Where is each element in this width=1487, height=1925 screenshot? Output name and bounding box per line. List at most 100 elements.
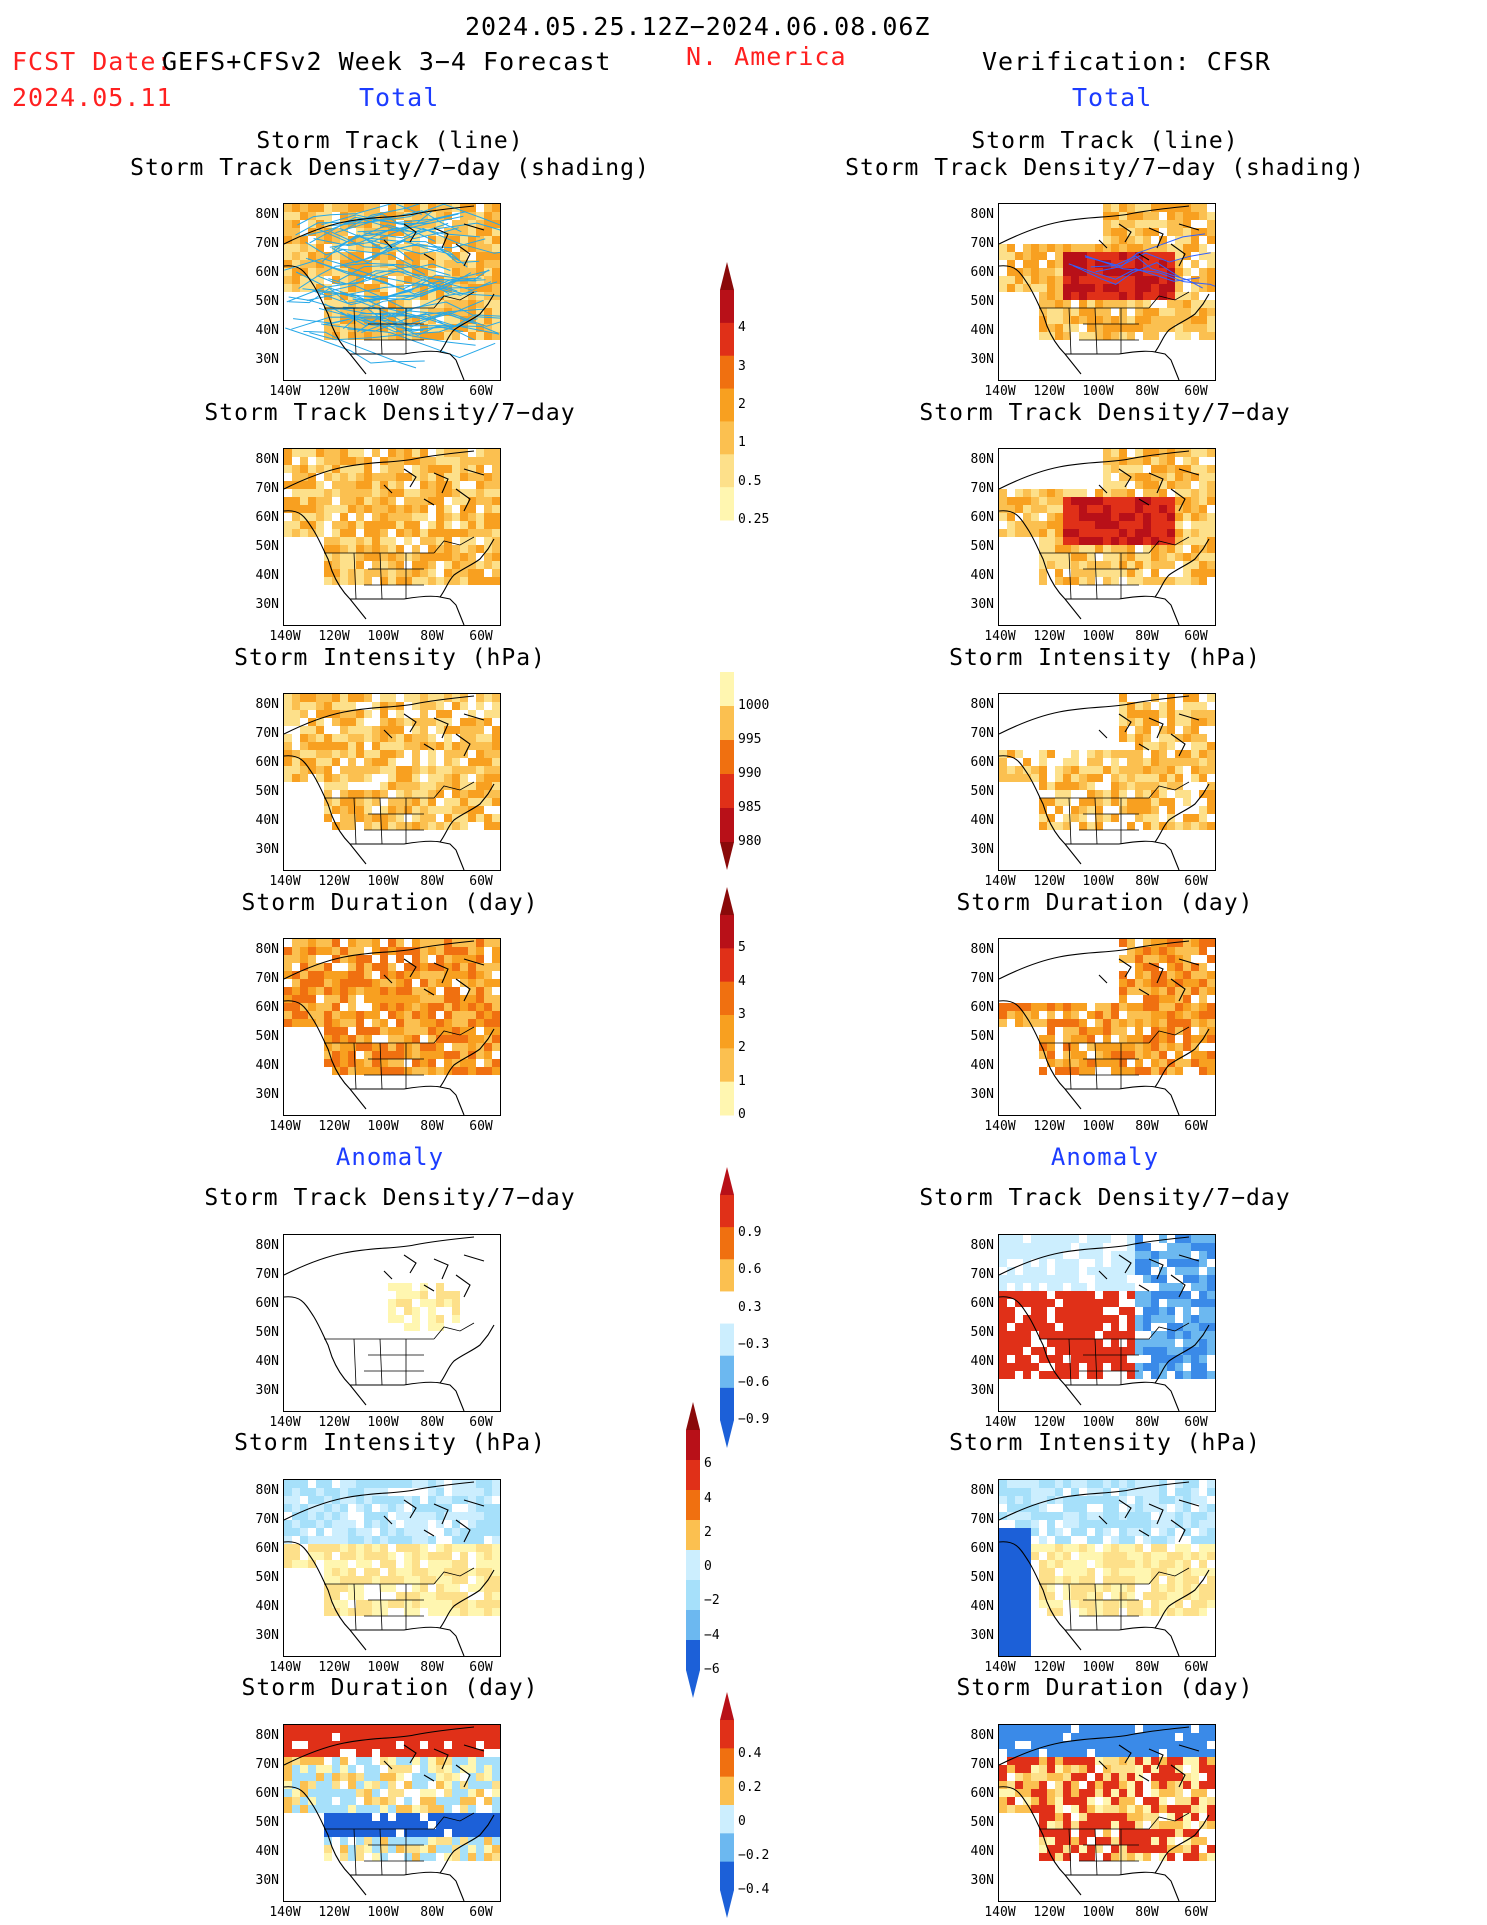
shade-cell: [332, 1043, 340, 1051]
shade-cell: [1111, 1797, 1119, 1805]
shade-cell: [1111, 1773, 1119, 1781]
shade-cell: [436, 236, 444, 244]
shade-cell: [292, 513, 300, 521]
shade-cell: [1143, 300, 1151, 308]
shade-cell: [1151, 1757, 1159, 1765]
shade-cell: [444, 1757, 452, 1765]
shade-cell: [1183, 1805, 1191, 1813]
shade-cell: [324, 1488, 332, 1496]
storm-track-line: [313, 215, 464, 247]
coastline: [999, 695, 1210, 870]
shade-cell: [1111, 553, 1119, 561]
shade-cell: [1191, 1741, 1199, 1749]
shade-cell: [332, 1027, 340, 1035]
shade-cell: [1055, 1837, 1063, 1845]
shade-cell: [460, 939, 468, 947]
shade-cell: [380, 1496, 388, 1504]
shade-cell: [1047, 1749, 1055, 1757]
shade-cell: [396, 260, 404, 268]
shade-cell: [1119, 1805, 1127, 1813]
shade-cell: [1079, 1035, 1087, 1043]
shade-cell: [412, 545, 420, 553]
shade-cell: [444, 1592, 452, 1600]
shade-cell: [1071, 1757, 1079, 1765]
shade-cell: [1175, 1259, 1183, 1267]
shade-cell: [316, 1528, 324, 1536]
shade-cell: [1119, 1797, 1127, 1805]
shade-cell: [1127, 537, 1135, 545]
shade-cell: [436, 1560, 444, 1568]
shade-cell: [1039, 1829, 1047, 1837]
shade-cell: [1207, 529, 1215, 537]
shade-cell: [284, 260, 292, 268]
shade-cell: [1031, 1733, 1039, 1741]
shade-cell: [492, 822, 500, 830]
shade-cell: [1023, 1019, 1031, 1027]
shade-cell: [476, 1733, 484, 1741]
shade-cell: [1087, 1552, 1095, 1560]
shade-cell: [324, 1496, 332, 1504]
shade-cell: [1199, 1741, 1207, 1749]
shade-cell: [1143, 766, 1151, 774]
shade-cell: [420, 473, 428, 481]
shade-cell: [1191, 1773, 1199, 1781]
shade-cell: [1167, 300, 1175, 308]
shade-cell: [364, 1781, 372, 1789]
shade-cell: [388, 300, 396, 308]
shade-cell: [1199, 332, 1207, 340]
shade-cell: [1135, 268, 1143, 276]
shade-cell: [1047, 553, 1055, 561]
shade-cell: [1159, 497, 1167, 505]
shade-cell: [1095, 1733, 1103, 1741]
shade-cell: [364, 1837, 372, 1845]
colorbar-arrow: [720, 887, 734, 915]
shade-cell: [476, 228, 484, 236]
shade-cell: [404, 1821, 412, 1829]
shade-cell: [484, 718, 492, 726]
shade-cell: [1167, 955, 1175, 963]
shade-cell: [1143, 1813, 1151, 1821]
colorbar-tick-label: 990: [738, 766, 762, 781]
shade-cell: [1071, 529, 1079, 537]
shade-cell: [340, 1725, 348, 1733]
shade-cell: [404, 1781, 412, 1789]
shade-cell: [348, 814, 356, 822]
shade-cell: [1031, 252, 1039, 260]
shade-cell: [484, 497, 492, 505]
shade-cell: [292, 1797, 300, 1805]
shade-cell: [1039, 1480, 1047, 1488]
shade-cell: [1031, 513, 1039, 521]
lat-label: 70N: [970, 1267, 994, 1282]
shade-cell: [428, 1003, 436, 1011]
shade-cell: [388, 1059, 396, 1067]
shade-cell: [1063, 1331, 1071, 1339]
shade-cell: [396, 577, 404, 585]
shade-cell: [1007, 1797, 1015, 1805]
shade-cell: [1143, 774, 1151, 782]
shade-cell: [1143, 324, 1151, 332]
shade-cell: [284, 497, 292, 505]
shade-cell: [1207, 553, 1215, 561]
shade-cell: [1191, 513, 1199, 521]
shade-cell: [1063, 332, 1071, 340]
storm-track-line: [1090, 255, 1203, 289]
shade-cell: [348, 1781, 356, 1789]
shade-cell: [1119, 1584, 1127, 1592]
shade-cell: [484, 212, 492, 220]
shade-cell: [1151, 561, 1159, 569]
shade-cell: [1183, 1757, 1191, 1765]
lat-label: 40N: [255, 813, 279, 828]
shade-cell: [1191, 473, 1199, 481]
shade-cell: [372, 1600, 380, 1608]
shade-cell: [1103, 204, 1111, 212]
shade-cell: [1063, 1307, 1071, 1315]
shade-cell: [332, 1592, 340, 1600]
shade-cell: [999, 1552, 1007, 1560]
shade-cell: [324, 1829, 332, 1837]
shade-cell: [292, 1011, 300, 1019]
shade-cell: [436, 1773, 444, 1781]
shade-cell: [404, 1592, 412, 1600]
shade-cell: [1063, 1725, 1071, 1733]
shade-cell: [1047, 1805, 1055, 1813]
shade-cell: [1111, 1355, 1119, 1363]
